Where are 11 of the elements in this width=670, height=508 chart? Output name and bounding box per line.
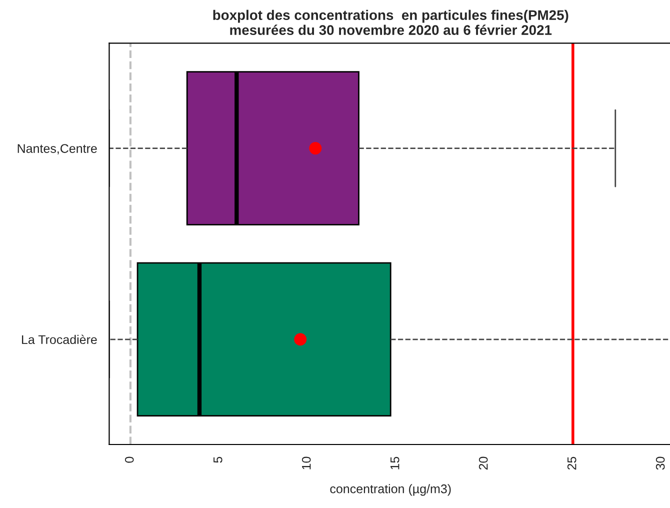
- chart-title: boxplot des concentrations en particules fines(PM25) mesurées du 30 novembre 2020 au 6 février 2021: [213, 10, 568, 36]
- x-tick-label: 15: [390, 456, 400, 470]
- x-tick-label: 30: [656, 456, 665, 470]
- y-tick-label: Nantes,Centre: [18, 144, 97, 154]
- x-tick-label: 25: [567, 456, 576, 470]
- x-tick-label: 10: [302, 456, 311, 470]
- x-tick-label: 20: [478, 456, 488, 470]
- y-tick-label: La Trocadière: [22, 334, 97, 344]
- x-axis-title: concentration (µg/m3): [330, 484, 451, 496]
- x-tick-label: 0: [124, 456, 134, 463]
- x-tick-label: 5: [214, 456, 222, 463]
